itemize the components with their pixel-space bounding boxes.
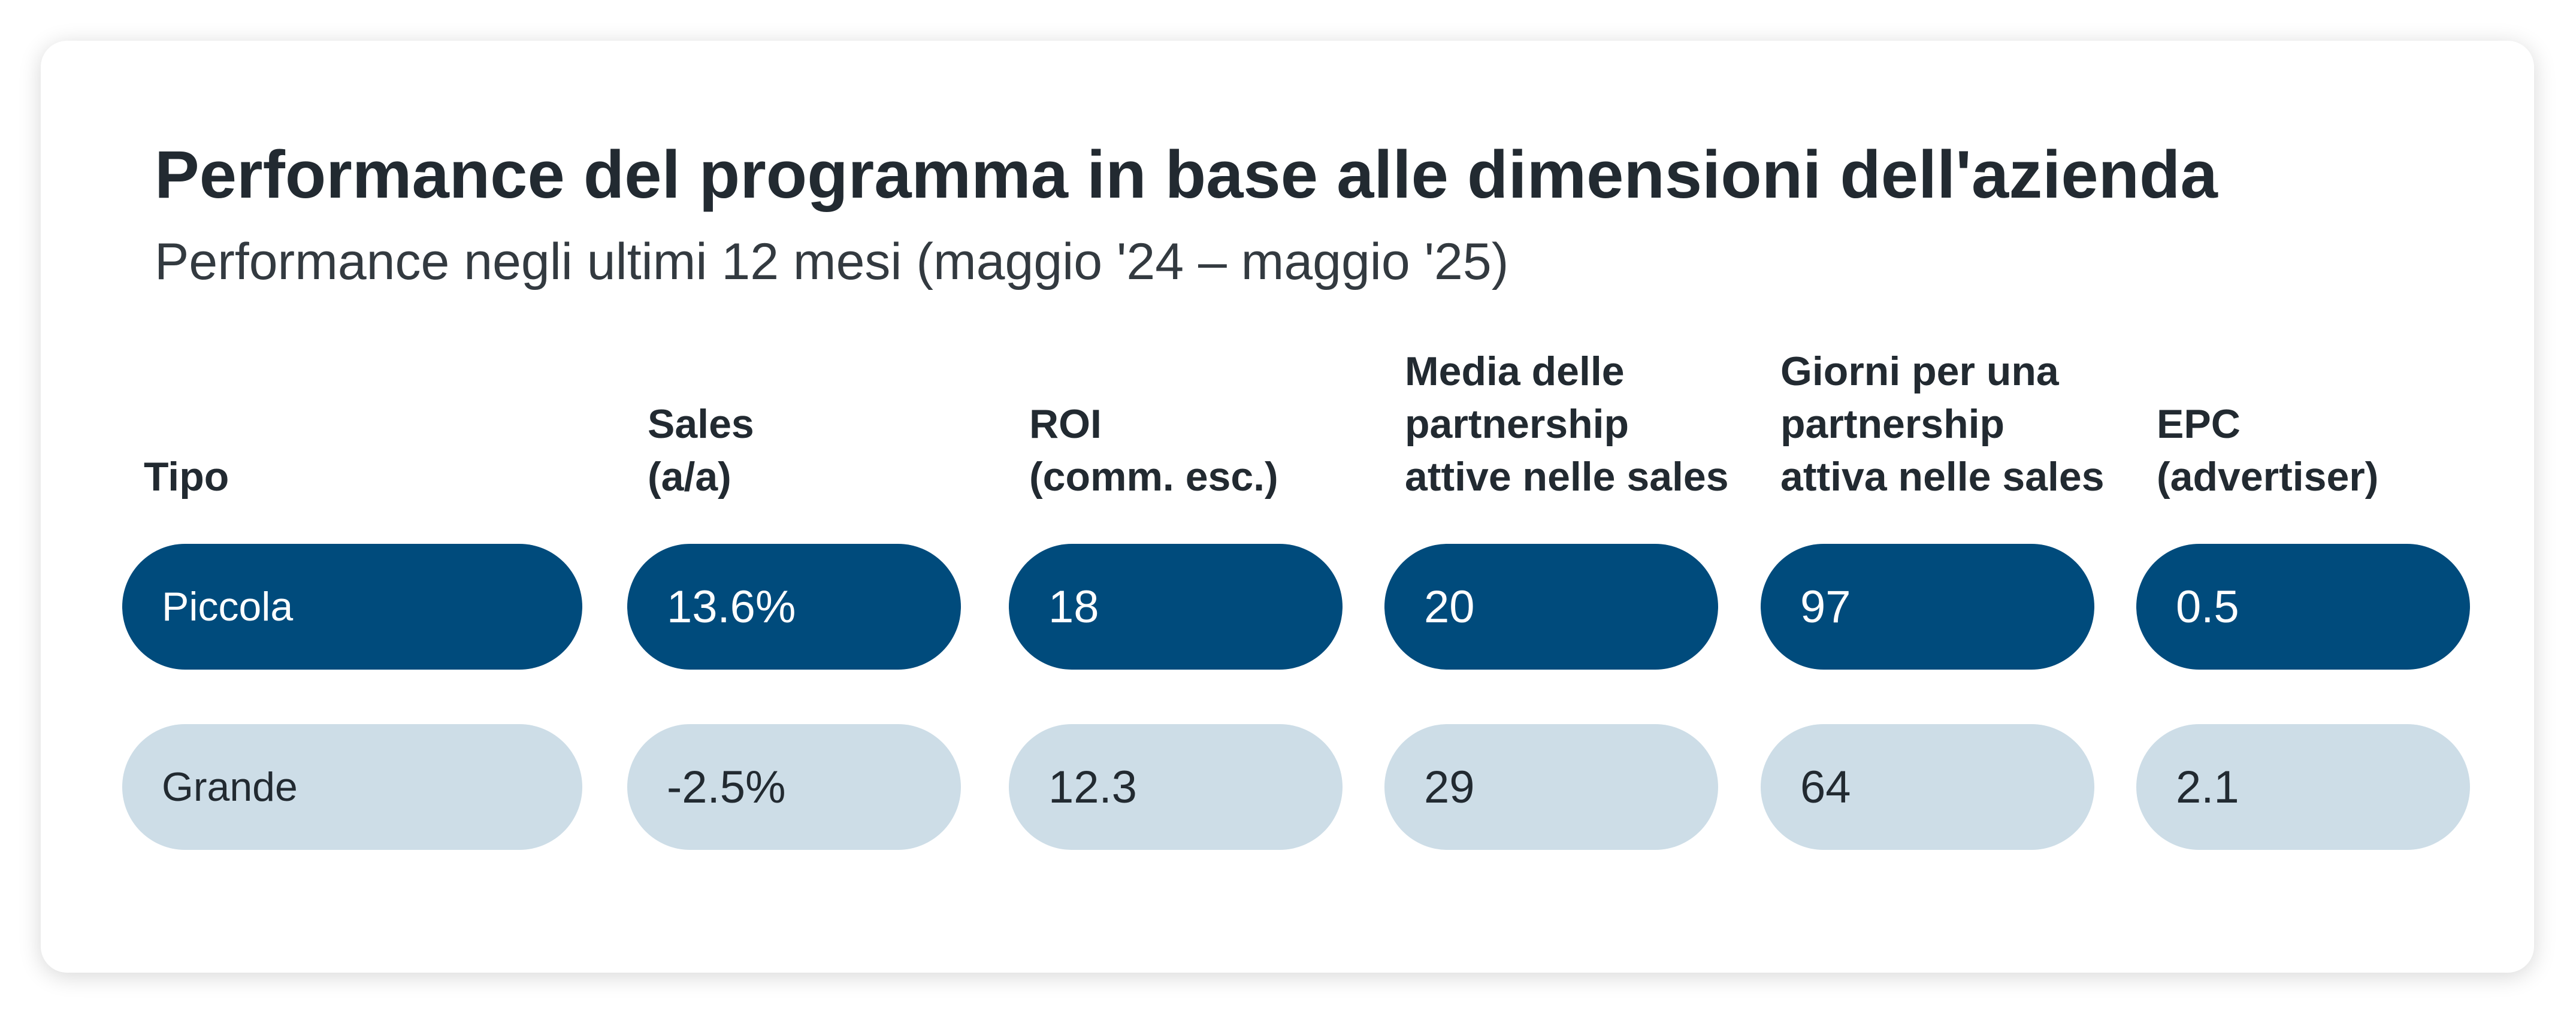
row-label-grande: Grande: [122, 724, 582, 850]
cell-piccola-media-partnership: 20: [1384, 544, 1718, 670]
column-header-line: attiva nelle sales: [1780, 454, 2105, 500]
chart-subtitle: Performance negli ultimi 12 mesi (maggio…: [155, 233, 1509, 290]
row-label-piccola: Piccola: [122, 544, 582, 670]
column-header-epc: EPC (advertiser): [2157, 347, 2378, 503]
cell-grande-epc: 2.1: [2136, 724, 2470, 850]
column-header-line: partnership: [1780, 401, 2005, 447]
column-header-line: Sales: [648, 401, 754, 447]
cell-grande-sales: -2.5%: [627, 724, 961, 850]
column-header-line: EPC: [2157, 401, 2241, 447]
column-header-line: attive nelle sales: [1405, 454, 1729, 500]
column-header-line: ROI: [1029, 401, 1102, 447]
column-header-roi: ROI (comm. esc.): [1029, 347, 1278, 503]
column-header-sales: Sales (a/a): [648, 347, 754, 503]
cell-grande-media-partnership: 29: [1384, 724, 1718, 850]
cell-piccola-sales: 13.6%: [627, 544, 961, 670]
column-header-line: (advertiser): [2157, 454, 2379, 500]
column-header-tipo: Tipo: [144, 347, 229, 503]
cell-grande-roi: 12.3: [1009, 724, 1343, 850]
cell-grande-giorni-partnership: 64: [1761, 724, 2094, 850]
cell-piccola-epc: 0.5: [2136, 544, 2470, 670]
column-header-line: partnership: [1405, 401, 1629, 447]
cell-piccola-giorni-partnership: 97: [1761, 544, 2094, 670]
column-header-line: Media delle: [1405, 349, 1625, 394]
column-header-line: Tipo: [144, 454, 229, 500]
column-header-giorni-partnership: Giorni per una partnership attiva nelle …: [1780, 347, 2105, 503]
column-header-line: (comm. esc.): [1029, 454, 1278, 500]
chart-title: Performance del programma in base alle d…: [155, 137, 2218, 212]
column-header-line: Giorni per una: [1780, 349, 2059, 394]
column-header-line: (a/a): [648, 454, 731, 500]
cell-piccola-roi: 18: [1009, 544, 1343, 670]
column-header-media-partnership: Media delle partnership attive nelle sal…: [1405, 347, 1729, 503]
